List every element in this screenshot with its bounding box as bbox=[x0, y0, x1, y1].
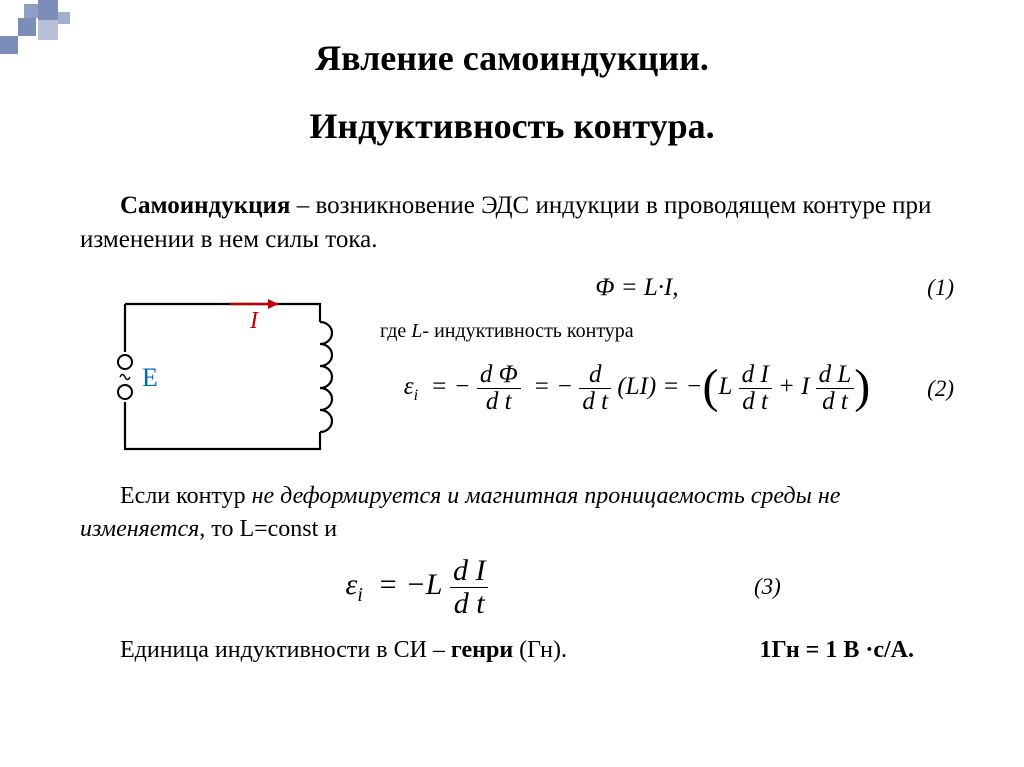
equation-1-num: (1) bbox=[894, 275, 954, 301]
para2-pre: Если контур bbox=[120, 483, 252, 509]
title-block: Явление самоиндукции. Индуктивность конт… bbox=[0, 0, 1024, 161]
where-line: где L- индуктивность контура bbox=[380, 320, 954, 343]
para2-post: , то L=const и bbox=[199, 516, 337, 542]
unit-left: Единица индуктивности в СИ – генри (Гн). bbox=[80, 637, 567, 664]
equation-3: εi = −L d Id t bbox=[80, 555, 754, 619]
equation-3-num: (3) bbox=[754, 574, 954, 600]
unit-right: 1Гн = 1 В ·с/А. bbox=[759, 637, 914, 664]
equation-2: εi = − d Φd t = − dd t (LI) = −(L d Id t… bbox=[380, 361, 894, 416]
equation-3-row: εi = −L d Id t (3) bbox=[80, 555, 954, 619]
equation-1: Φ = L·I, bbox=[380, 274, 894, 302]
where-post: индуктивность контура bbox=[429, 320, 634, 342]
equation-2-row: εi = − d Φd t = − dd t (LI) = −(L d Id t… bbox=[380, 361, 954, 416]
equation-2-num: (2) bbox=[894, 376, 954, 402]
unit-line: Единица индуктивности в СИ – генри (Гн).… bbox=[80, 637, 954, 664]
current-label: I bbox=[249, 308, 259, 334]
emf-label: E bbox=[142, 363, 158, 392]
circuit-diagram: I E bbox=[80, 270, 370, 474]
definition-paragraph: Самоиндукция – возникновение ЭДС индукци… bbox=[80, 189, 954, 257]
title-line-2: Индуктивность контура. bbox=[309, 106, 714, 146]
definition-term: Самоиндукция bbox=[120, 192, 290, 219]
where-L: L- bbox=[411, 320, 429, 342]
condition-paragraph: Если контур не деформируется и магнитная… bbox=[80, 480, 954, 545]
title-line-1: Явление самоиндукции. bbox=[315, 38, 709, 78]
where-pre: где bbox=[380, 320, 411, 342]
equation-1-row: Φ = L·I, (1) bbox=[380, 274, 954, 302]
